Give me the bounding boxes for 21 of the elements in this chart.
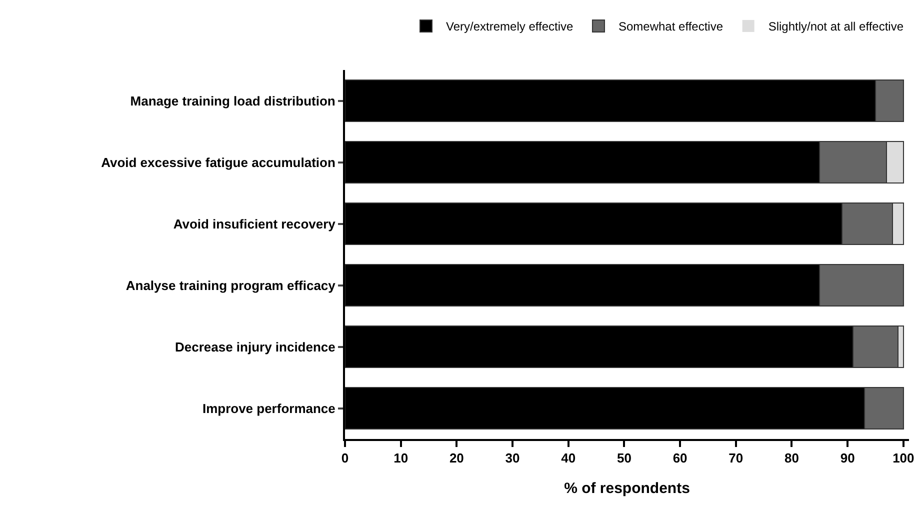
x-tick-label: 80 [784,450,799,466]
legend-label: Somewhat effective [618,20,724,34]
y-tick-label: Avoid insuficient recovery [173,216,336,232]
legend-label: Very/extremely effective [446,20,574,34]
x-tick-label: 10 [394,450,408,466]
y-tick-label: Analyse training program efficacy [126,278,336,293]
x-tick-label: 60 [672,450,688,466]
x-tick-label: 90 [840,450,855,466]
y-tick-label: Avoid excessive fatigue accumulation [101,154,336,170]
x-tick-label: 20 [449,450,464,466]
legend-label: Slightly/not at all effective [768,20,904,34]
x-tick-label: 50 [616,450,632,466]
x-axis-title: % of respondents [564,480,690,498]
x-tick-label: 30 [505,450,520,466]
x-tick-label: 100 [892,450,914,466]
y-tick-label: Improve performance [202,400,336,416]
y-tick-label: Manage training load distribution [130,93,336,108]
x-tick-label: 0 [341,450,349,466]
x-tick-label: 40 [561,450,576,466]
x-tick-label: 70 [728,450,744,466]
y-tick-label: Decrease injury incidence [174,339,336,354]
